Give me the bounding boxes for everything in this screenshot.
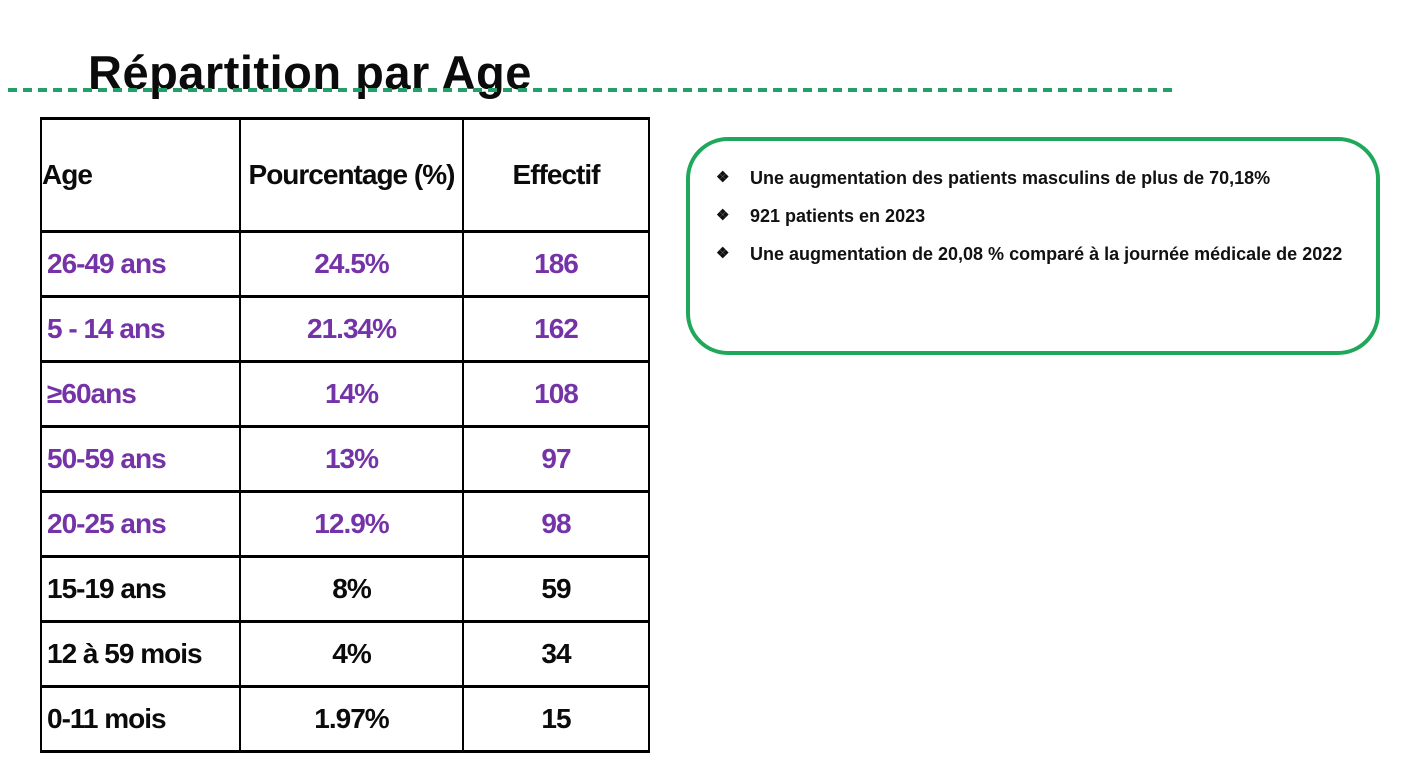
notes-callout-box: ❖ Une augmentation des patients masculins… [686, 137, 1380, 355]
cell-age: ≥60ans [40, 360, 241, 428]
header-percentage: Pourcentage (%) [239, 117, 464, 233]
table-row: 15-19 ans 8% 59 [40, 555, 650, 623]
cell-eff: 186 [462, 230, 650, 298]
cell-pct: 24.5% [239, 230, 464, 298]
cell-eff: 15 [462, 685, 650, 753]
table-row: 26-49 ans 24.5% 186 [40, 230, 650, 298]
cell-eff: 108 [462, 360, 650, 428]
cell-pct: 8% [239, 555, 464, 623]
cell-age: 20-25 ans [40, 490, 241, 558]
diamond-bullet-icon: ❖ [716, 169, 730, 186]
cell-pct: 13% [239, 425, 464, 493]
table-row: 5 - 14 ans 21.34% 162 [40, 295, 650, 363]
note-text: Une augmentation de 20,08 % comparé à la… [750, 244, 1343, 264]
note-text: 921 patients en 2023 [750, 206, 926, 226]
header-effectif: Effectif [462, 117, 650, 233]
cell-eff: 97 [462, 425, 650, 493]
cell-eff: 98 [462, 490, 650, 558]
cell-pct: 1.97% [239, 685, 464, 753]
cell-eff: 59 [462, 555, 650, 623]
note-text: Une augmentation des patients masculins … [750, 168, 1271, 188]
diamond-bullet-icon: ❖ [716, 245, 730, 262]
cell-pct: 21.34% [239, 295, 464, 363]
table-row: 12 à 59 mois 4% 34 [40, 620, 650, 688]
cell-age: 50-59 ans [40, 425, 241, 493]
table-row: ≥60ans 14% 108 [40, 360, 650, 428]
page-title: Répartition par Age [88, 46, 532, 100]
cell-pct: 14% [239, 360, 464, 428]
note-item: ❖ Une augmentation des patients masculins… [716, 160, 1348, 196]
table-row: 50-59 ans 13% 97 [40, 425, 650, 493]
cell-eff: 34 [462, 620, 650, 688]
note-item: ❖ Une augmentation de 20,08 % comparé à l… [716, 236, 1348, 272]
table-header-row: Age Pourcentage (%) Effectif [40, 117, 650, 233]
table-row: 20-25 ans 12.9% 98 [40, 490, 650, 558]
header-age: Age [40, 117, 241, 233]
table-row: 0-11 mois 1.97% 15 [40, 685, 650, 753]
cell-pct: 4% [239, 620, 464, 688]
cell-age: 5 - 14 ans [40, 295, 241, 363]
cell-age: 12 à 59 mois [40, 620, 241, 688]
diamond-bullet-icon: ❖ [716, 207, 730, 224]
cell-eff: 162 [462, 295, 650, 363]
cell-age: 26-49 ans [40, 230, 241, 298]
note-item: ❖ 921 patients en 2023 [716, 198, 1348, 234]
dashed-divider [8, 88, 1178, 92]
cell-pct: 12.9% [239, 490, 464, 558]
table-header: Age Pourcentage (%) Effectif [40, 117, 650, 233]
age-distribution-table: Age Pourcentage (%) Effectif 26-49 ans 24… [40, 117, 650, 753]
cell-age: 0-11 mois [40, 685, 241, 753]
notes-list: ❖ Une augmentation des patients masculins… [716, 160, 1348, 272]
cell-age: 15-19 ans [40, 555, 241, 623]
age-table-body: 26-49 ans 24.5% 186 5 - 14 ans 21.34% 162 ≥60a… [40, 230, 650, 753]
